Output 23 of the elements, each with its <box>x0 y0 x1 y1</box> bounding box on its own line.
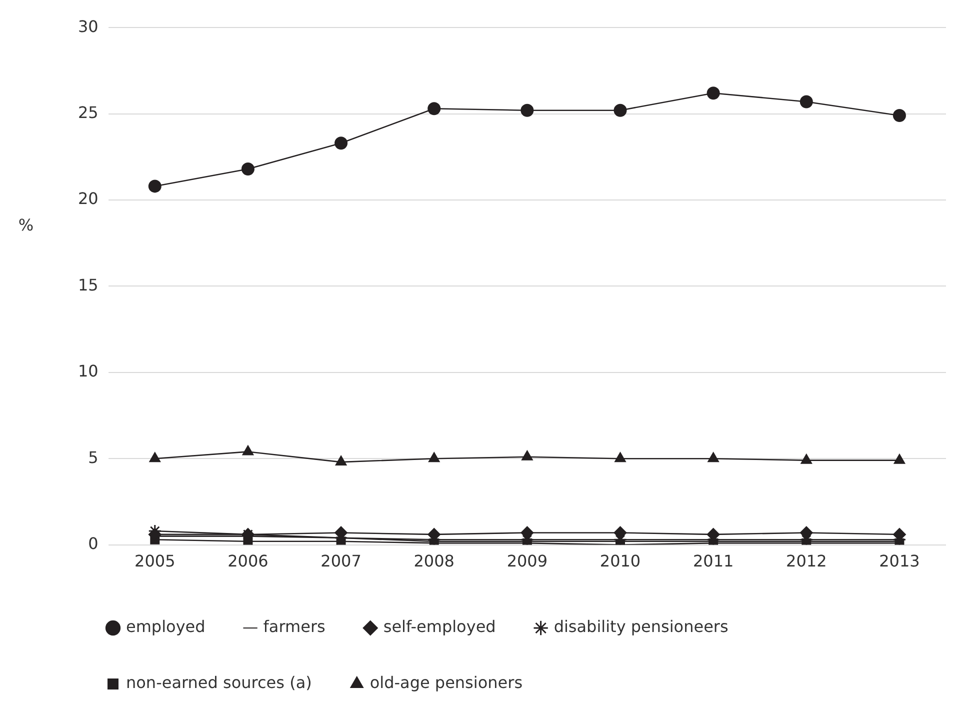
legend-label: farmers <box>263 617 326 636</box>
x-tick-label: 2010 <box>600 552 641 571</box>
y-tick-label: 0 <box>88 534 98 553</box>
x-tick-label: 2006 <box>228 552 268 571</box>
x-tick-label: 2005 <box>134 552 176 571</box>
y-tick-label: 20 <box>78 189 98 208</box>
legend-label: non-earned sources (a) <box>126 673 312 692</box>
y-tick-label: 10 <box>78 362 98 381</box>
x-tick-label: 2011 <box>692 552 734 571</box>
x-tick-label: 2007 <box>320 552 362 571</box>
y-axis-title: % <box>18 215 34 234</box>
legend-label: disability pensioneers <box>554 617 728 636</box>
legend-label: self-employed <box>383 617 496 636</box>
legend-label: old-age pensioners <box>370 673 523 692</box>
x-tick-label: 2012 <box>786 552 827 571</box>
x-tick-label: 2009 <box>506 552 548 571</box>
legend-label: employed <box>126 617 206 636</box>
y-tick-label: 25 <box>78 102 98 122</box>
y-tick-label: 15 <box>78 275 98 294</box>
x-tick-label: 2008 <box>414 552 454 571</box>
x-tick-label: 2013 <box>879 552 920 571</box>
y-tick-label: 30 <box>78 16 98 36</box>
y-tick-label: 5 <box>88 448 98 467</box>
